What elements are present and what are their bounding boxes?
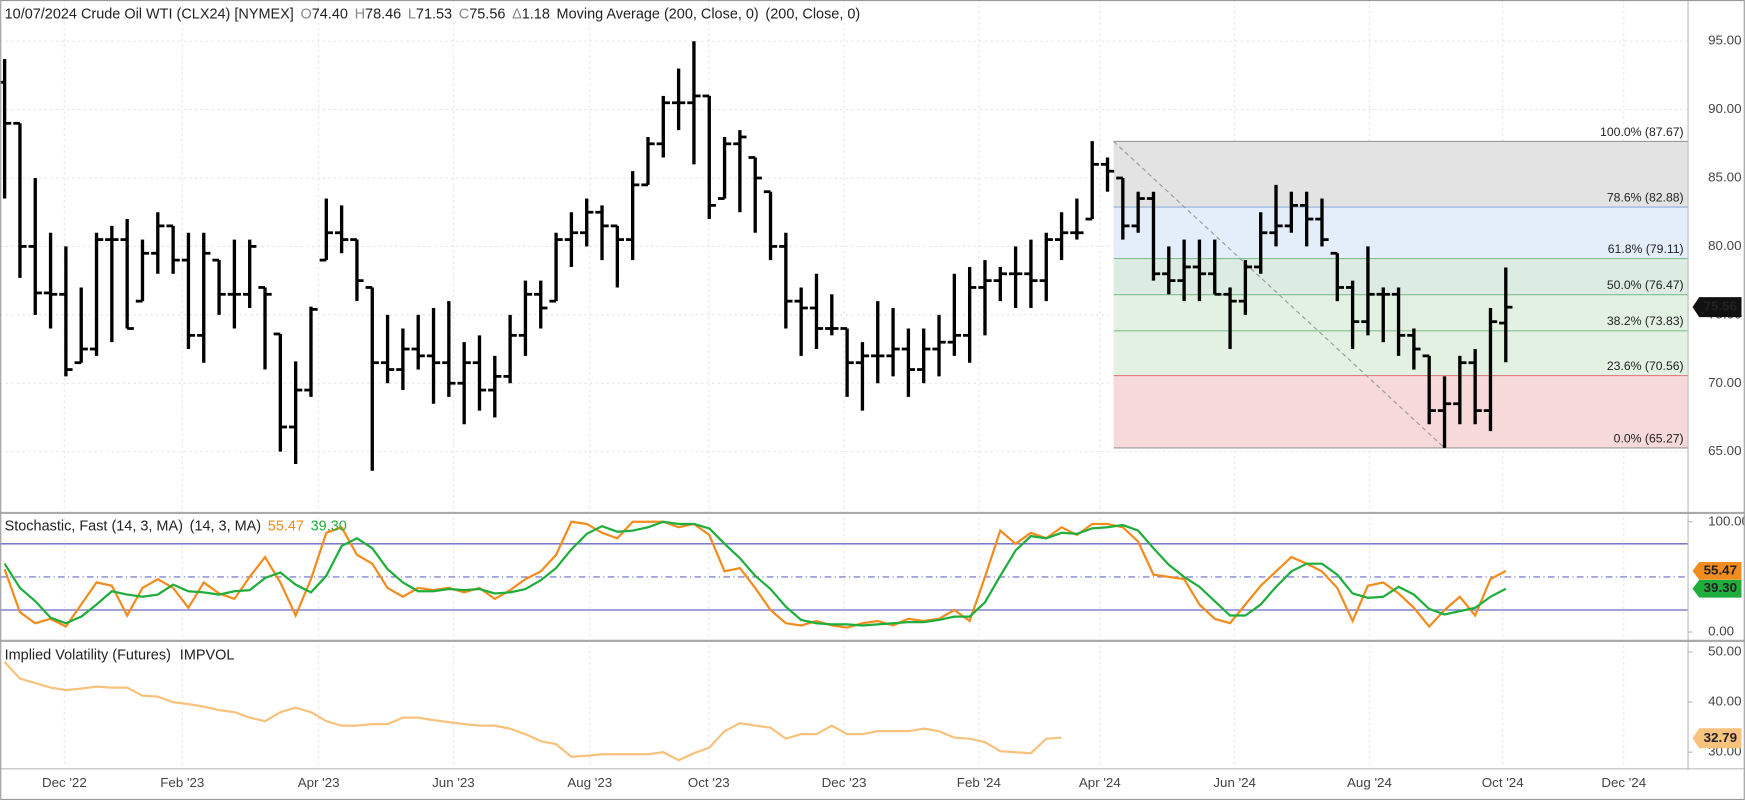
stoch-title: Stochastic, Fast (14, 3, MA) (14, 3, MA) 5…	[5, 518, 347, 534]
y-tick-label: 0.00	[1708, 624, 1734, 639]
y-tick-label: 95.00	[1708, 33, 1741, 48]
header-label: Δ	[512, 6, 522, 22]
fib-label: 50.0% (76.47)	[1607, 278, 1684, 292]
x-tick-label: Feb '23	[160, 775, 204, 790]
fib-zone	[1113, 141, 1689, 208]
fib-label: 23.6% (70.56)	[1607, 359, 1684, 373]
fib-zone	[1113, 258, 1689, 295]
stoch-tag: 39.30	[1704, 580, 1737, 595]
y-tick-label: 50.00	[1708, 644, 1741, 659]
fib-label: 0.0% (65.27)	[1614, 431, 1684, 445]
price-tag: 75.56	[1704, 299, 1737, 314]
y-tick-label: 85.00	[1708, 170, 1741, 185]
header-label: L	[408, 6, 416, 22]
stoch-legend-value: 55.47	[268, 518, 304, 534]
chart-header: 10/07/2024 Crude Oil WTI (CLX24) [NYMEX]…	[5, 6, 861, 22]
x-tick-label: Feb '24	[957, 775, 1002, 790]
stoch-legend-value: 39.30	[311, 518, 347, 534]
x-tick-label: Dec '24	[1601, 775, 1646, 790]
header-title: 10/07/2024 Crude Oil WTI (CLX24) [NYMEX]	[5, 6, 294, 22]
y-tick-label: 40.00	[1708, 694, 1741, 709]
stoch-params: (14, 3, MA)	[190, 518, 261, 534]
header-label: C	[459, 6, 469, 22]
y-tick-label: 100.00	[1708, 513, 1745, 528]
fib-label: 100.0% (87.67)	[1600, 125, 1684, 139]
fib-zone	[1113, 330, 1689, 376]
series-line	[3, 520, 1507, 629]
stoch-tag-bg	[1692, 561, 1742, 580]
x-tick-label: Jun '24	[1213, 775, 1256, 790]
x-tick-label: Oct '23	[688, 775, 730, 790]
x-tick-label: Aug '23	[567, 775, 612, 790]
y-tick-label: 70.00	[1708, 375, 1741, 390]
y-tick-label: 65.00	[1708, 443, 1741, 458]
iv-tag-bg	[1692, 728, 1742, 749]
header-value: 74.40	[312, 6, 348, 22]
fib-label: 78.6% (82.88)	[1607, 190, 1684, 204]
stoch-tag: 55.47	[1704, 562, 1737, 577]
header-value: 75.56	[469, 6, 505, 22]
fib-label: 38.2% (73.83)	[1607, 314, 1684, 328]
fib-zone	[1113, 294, 1689, 331]
header-value: 1.18	[522, 6, 550, 22]
header-label: H	[355, 6, 365, 22]
x-tick-label: Apr '24	[1079, 775, 1121, 790]
indicator-params: (200, Close, 0)	[765, 6, 860, 22]
x-tick-label: Aug '24	[1347, 775, 1392, 790]
iv-tag: 32.79	[1704, 730, 1737, 745]
series-line	[3, 661, 1062, 762]
indicator: Moving Average (200, Close, 0)	[557, 6, 759, 22]
price-tag-bg	[1692, 297, 1742, 318]
fib-zone	[1113, 207, 1689, 259]
fib-label: 61.8% (79.11)	[1608, 242, 1684, 256]
iv-title: Implied Volatility (Futures) IMPVOL	[5, 647, 235, 663]
header-value: 71.53	[416, 6, 452, 22]
header-label: O	[300, 6, 311, 22]
fib-zone	[1113, 375, 1689, 448]
y-tick-label: 80.00	[1708, 238, 1741, 253]
x-tick-label: Apr '23	[298, 775, 340, 790]
x-tick-label: Jun '23	[432, 775, 475, 790]
iv-params: IMPVOL	[180, 647, 235, 663]
x-tick-label: Oct '24	[1482, 775, 1524, 790]
x-tick-label: Dec '23	[822, 775, 867, 790]
iv-name: Implied Volatility (Futures)	[5, 647, 171, 663]
series-line	[3, 520, 1507, 627]
fib-trend	[1113, 141, 1445, 449]
stoch-tag-bg	[1692, 579, 1742, 598]
x-tick-label: Dec '22	[42, 775, 87, 790]
y-tick-label: 90.00	[1708, 101, 1741, 116]
stoch-name: Stochastic, Fast (14, 3, MA)	[5, 518, 183, 534]
header-value: 78.46	[365, 6, 401, 22]
